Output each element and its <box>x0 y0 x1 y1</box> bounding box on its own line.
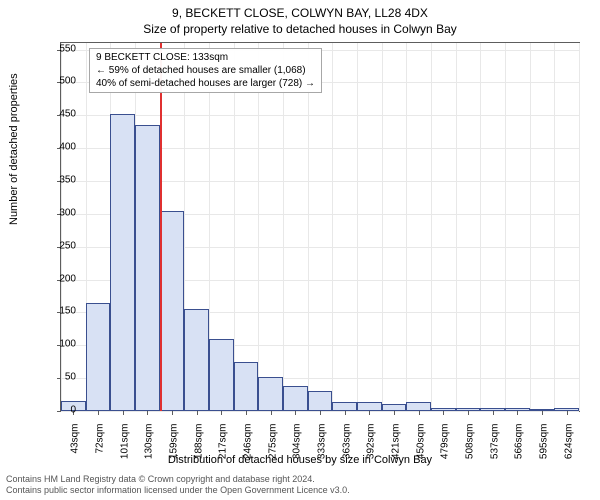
gridline-v <box>382 43 383 411</box>
xtick-label: 363sqm <box>341 424 352 460</box>
gridline-v <box>332 43 333 411</box>
property-marker-line <box>160 43 162 411</box>
xtick-label: 217sqm <box>218 424 229 460</box>
gridline-v <box>234 43 235 411</box>
xtick-mark <box>394 411 395 415</box>
ytick-label: 450 <box>36 109 76 120</box>
gridline-v <box>480 43 481 411</box>
gridline-v <box>505 43 506 411</box>
xtick-mark <box>369 411 370 415</box>
histogram-bar <box>357 402 382 411</box>
gridline-v <box>61 43 62 411</box>
histogram-bar <box>332 402 357 411</box>
gridline-v <box>554 43 555 411</box>
annotation-box: 9 BECKETT CLOSE: 133sqm← 59% of detached… <box>89 48 322 93</box>
xtick-mark <box>147 411 148 415</box>
xtick-mark <box>517 411 518 415</box>
histogram-bar <box>406 402 431 411</box>
xtick-mark <box>123 411 124 415</box>
footer-attribution: Contains HM Land Registry data © Crown c… <box>6 474 350 496</box>
histogram-bar <box>209 339 234 411</box>
address-title: 9, BECKETT CLOSE, COLWYN BAY, LL28 4DX <box>0 6 600 20</box>
xtick-mark <box>197 411 198 415</box>
histogram-bar <box>86 303 111 411</box>
xtick-mark <box>98 411 99 415</box>
xtick-label: 275sqm <box>267 424 278 460</box>
chart-titles: 9, BECKETT CLOSE, COLWYN BAY, LL28 4DX S… <box>0 0 600 36</box>
annotation-line-3: 40% of semi-detached houses are larger (… <box>96 77 315 90</box>
y-axis-label: Number of detached properties <box>8 73 20 225</box>
gridline-v <box>357 43 358 411</box>
gridline-v <box>308 43 309 411</box>
chart-container: 9, BECKETT CLOSE, COLWYN BAY, LL28 4DX S… <box>0 0 600 500</box>
xtick-label: 595sqm <box>539 424 550 460</box>
ytick-label: 100 <box>36 339 76 350</box>
xtick-label: 101sqm <box>119 424 130 460</box>
xtick-label: 450sqm <box>415 424 426 460</box>
footer-line-1: Contains HM Land Registry data © Crown c… <box>6 474 350 485</box>
xtick-label: 508sqm <box>465 424 476 460</box>
gridline-v <box>530 43 531 411</box>
xtick-mark <box>443 411 444 415</box>
xtick-label: 304sqm <box>292 424 303 460</box>
xtick-label: 188sqm <box>193 424 204 460</box>
xtick-mark <box>493 411 494 415</box>
plot-area: 9 BECKETT CLOSE: 133sqm← 59% of detached… <box>60 42 580 412</box>
gridline-v <box>579 43 580 411</box>
chart-subtitle: Size of property relative to detached ho… <box>0 22 600 36</box>
ytick-label: 0 <box>36 405 76 416</box>
xtick-label: 392sqm <box>366 424 377 460</box>
histogram-bar <box>110 114 135 411</box>
gridline-h <box>61 115 579 116</box>
ytick-label: 150 <box>36 306 76 317</box>
xtick-mark <box>468 411 469 415</box>
plot-wrap: 9 BECKETT CLOSE: 133sqm← 59% of detached… <box>60 42 580 412</box>
ytick-label: 250 <box>36 240 76 251</box>
xtick-mark <box>271 411 272 415</box>
annotation-line-2: ← 59% of detached houses are smaller (1,… <box>96 64 315 77</box>
gridline-v <box>431 43 432 411</box>
histogram-bar <box>258 377 283 411</box>
histogram-bar <box>135 125 160 411</box>
xtick-mark <box>172 411 173 415</box>
histogram-bar <box>234 362 259 411</box>
xtick-mark <box>246 411 247 415</box>
ytick-label: 50 <box>36 372 76 383</box>
ytick-label: 550 <box>36 43 76 54</box>
xtick-mark <box>221 411 222 415</box>
xtick-mark <box>419 411 420 415</box>
xtick-label: 159sqm <box>169 424 180 460</box>
gridline-v <box>258 43 259 411</box>
ytick-label: 400 <box>36 142 76 153</box>
xtick-mark <box>567 411 568 415</box>
xtick-label: 624sqm <box>563 424 574 460</box>
ytick-label: 300 <box>36 207 76 218</box>
histogram-bar <box>308 391 333 411</box>
xtick-mark <box>542 411 543 415</box>
xtick-label: 537sqm <box>489 424 500 460</box>
xtick-label: 130sqm <box>144 424 155 460</box>
ytick-label: 350 <box>36 175 76 186</box>
xtick-label: 246sqm <box>243 424 254 460</box>
xtick-mark <box>345 411 346 415</box>
annotation-line-1: 9 BECKETT CLOSE: 133sqm <box>96 51 315 64</box>
xtick-label: 566sqm <box>514 424 525 460</box>
histogram-bar <box>160 211 185 411</box>
xtick-mark <box>320 411 321 415</box>
xtick-label: 43sqm <box>70 424 81 454</box>
gridline-v <box>456 43 457 411</box>
xtick-label: 479sqm <box>440 424 451 460</box>
gridline-v <box>283 43 284 411</box>
ytick-label: 500 <box>36 76 76 87</box>
footer-line-2: Contains public sector information licen… <box>6 485 350 496</box>
gridline-v <box>406 43 407 411</box>
histogram-bar <box>184 309 209 411</box>
xtick-label: 421sqm <box>391 424 402 460</box>
histogram-bar <box>283 386 308 411</box>
ytick-label: 200 <box>36 273 76 284</box>
xtick-mark <box>295 411 296 415</box>
xtick-label: 72sqm <box>95 424 106 454</box>
xtick-label: 333sqm <box>317 424 328 460</box>
